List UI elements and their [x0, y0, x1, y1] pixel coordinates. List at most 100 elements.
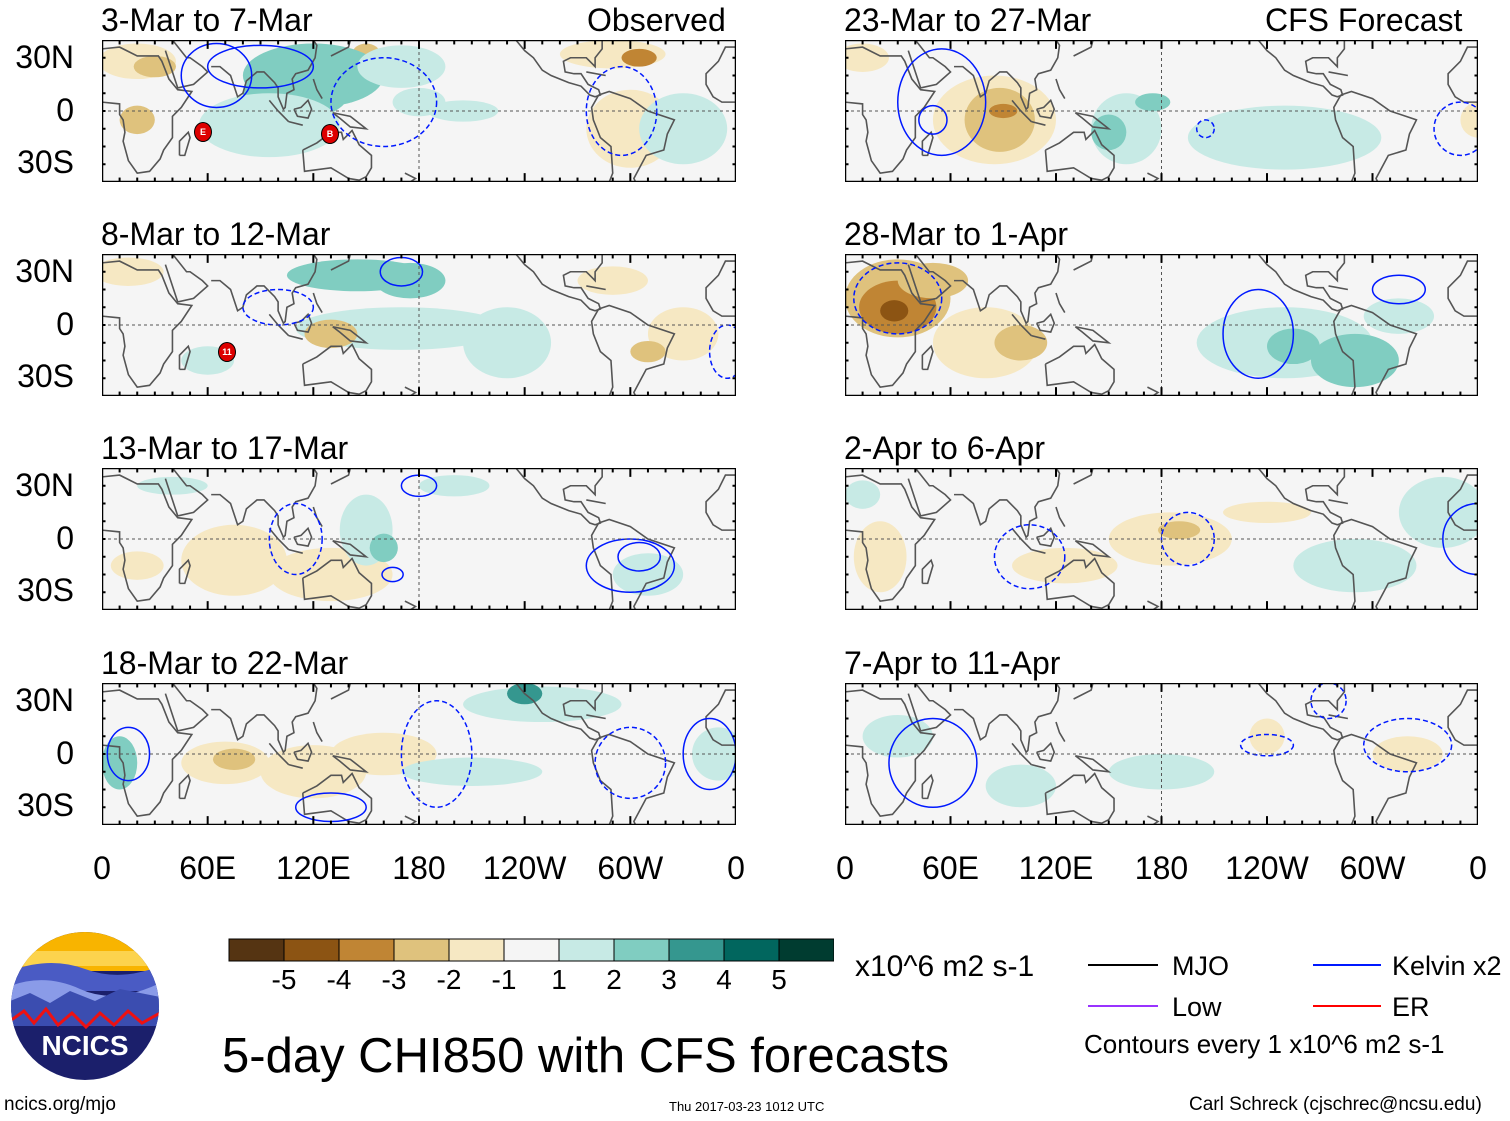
y-tick-label: 30S — [17, 358, 74, 394]
coastline — [102, 47, 192, 173]
map-panel — [102, 683, 736, 825]
coastline — [1448, 47, 1478, 102]
map-panel — [102, 468, 736, 610]
kelvin-contour — [107, 727, 149, 780]
colorbar-swatch — [338, 938, 395, 962]
anomaly-region — [994, 325, 1048, 361]
coastline — [1056, 507, 1065, 527]
coastline — [179, 775, 190, 798]
kelvin-contour — [269, 504, 322, 575]
coastline — [599, 734, 675, 825]
coastline — [706, 475, 736, 530]
colorbar-swatch — [283, 938, 340, 962]
kelvin-contour — [181, 44, 251, 108]
coastline — [211, 40, 317, 109]
coastline — [845, 261, 935, 387]
logo-text: NCICS — [41, 1030, 128, 1061]
colorbar-swatch — [393, 938, 450, 962]
coastline — [333, 327, 366, 343]
kelvin-contour — [683, 719, 736, 790]
anomaly-region — [102, 736, 138, 790]
coastline — [706, 690, 736, 745]
anomaly-region — [897, 262, 969, 299]
coastline — [102, 261, 192, 387]
coastline — [954, 40, 1059, 109]
anomaly-region — [463, 307, 552, 379]
coastline — [313, 79, 322, 99]
footer-timestamp: Thu 2017-03-23 1012 UTC — [669, 1099, 825, 1114]
coastline — [922, 775, 933, 798]
coastline — [516, 468, 602, 525]
panel-title: 28-Mar to 1-Apr — [844, 216, 1069, 252]
colorbar-label: -2 — [436, 964, 462, 995]
colorbar-swatch — [613, 938, 670, 962]
kelvin-contour — [331, 58, 437, 147]
colorbar-swatch — [448, 938, 505, 962]
y-tick-label: 30S — [17, 572, 74, 608]
anomaly-region — [880, 300, 909, 322]
coastline — [908, 468, 950, 516]
legend-low-label: Low — [1172, 992, 1222, 1022]
kelvin-contour — [1443, 504, 1478, 575]
coastline — [1056, 722, 1065, 742]
coastline — [1448, 475, 1478, 530]
anomaly-region — [1157, 521, 1201, 539]
coastline — [289, 122, 303, 126]
coastline — [586, 715, 605, 719]
coastline — [331, 468, 350, 484]
coastline — [294, 528, 312, 546]
anomaly-region — [845, 43, 889, 72]
kelvin-contour — [1373, 275, 1426, 303]
anomaly-region — [630, 340, 666, 363]
y-tick-label: 0 — [56, 306, 74, 342]
anomaly-region — [137, 476, 208, 495]
coastline — [1075, 327, 1108, 343]
x-tick-label: 180 — [392, 850, 446, 886]
anomaly-region — [1293, 539, 1417, 593]
coastline — [1258, 683, 1344, 740]
anomaly-region — [691, 727, 736, 781]
panel-title: 8-Mar to 12-Mar — [101, 216, 331, 252]
legend-er-label: ER — [1392, 992, 1430, 1022]
anomaly-region — [304, 319, 358, 349]
colorbar-label: -1 — [491, 964, 517, 995]
footer-url[interactable]: ncics.org/mjo — [4, 1094, 116, 1115]
coastline — [592, 523, 613, 610]
coastline — [1031, 122, 1045, 126]
kelvin-contour — [898, 49, 986, 156]
coastline — [289, 550, 303, 554]
anomaly-region — [577, 266, 648, 295]
coastline — [592, 309, 613, 396]
colorbar-swatch — [668, 938, 725, 962]
x-tick-label: 120E — [275, 850, 351, 886]
x-tick-label: 60E — [922, 850, 979, 886]
anomaly-region — [1187, 105, 1382, 170]
colorbar-label: -3 — [381, 964, 407, 995]
coastline — [845, 47, 935, 173]
map-panel — [845, 40, 1478, 182]
coastline — [845, 690, 935, 816]
x-tick-label: 60W — [1339, 850, 1406, 886]
coastline — [1258, 40, 1344, 97]
coastline — [908, 254, 950, 302]
coastline — [1031, 336, 1045, 340]
legend-low-line — [1088, 1005, 1158, 1007]
coastline — [1037, 314, 1055, 332]
anomaly-region — [964, 87, 1035, 152]
coastline — [922, 132, 933, 155]
anomaly-region — [621, 48, 657, 67]
anomaly-region — [110, 551, 164, 580]
anomaly-region — [985, 764, 1056, 808]
coastline — [289, 336, 303, 340]
kelvin-contour — [595, 727, 665, 798]
anomaly-region — [133, 55, 176, 78]
coastline — [1074, 40, 1093, 56]
coastline — [331, 683, 350, 699]
kelvin-contour — [1223, 290, 1293, 379]
anomaly-region — [1398, 476, 1478, 548]
coastline — [954, 683, 1059, 752]
coastline — [516, 683, 602, 740]
coastline — [516, 254, 602, 311]
colorbar-label: 4 — [716, 964, 732, 995]
y-tick-label: 0 — [56, 92, 74, 128]
